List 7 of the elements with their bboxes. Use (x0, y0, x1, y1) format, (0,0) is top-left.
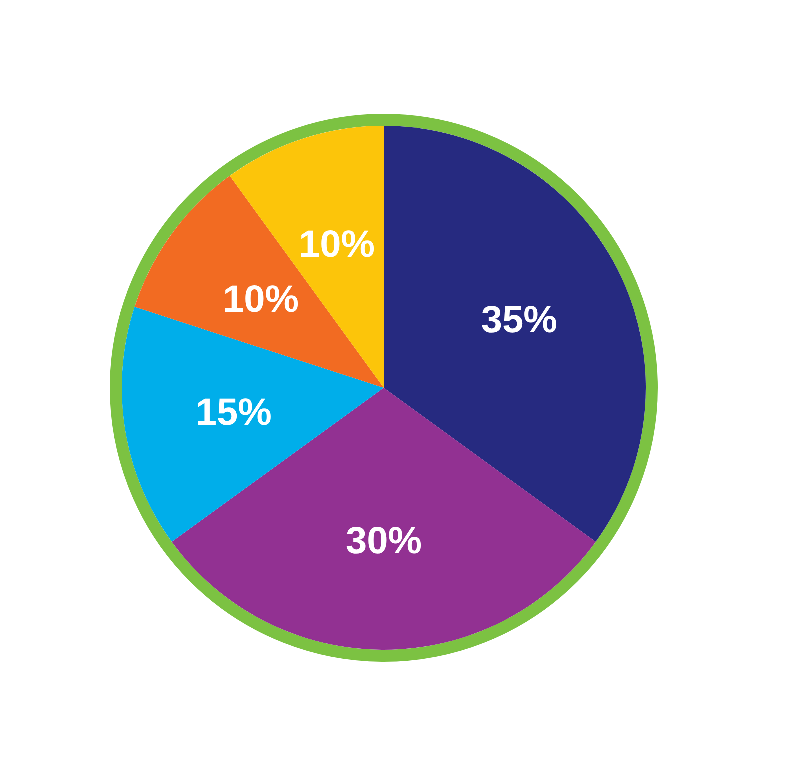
data-label: 10% (299, 224, 376, 266)
pie-slice (134, 176, 384, 388)
pie-slice (172, 388, 596, 650)
data-label: 15% (196, 392, 272, 434)
data-label: 30% (346, 520, 422, 562)
data-label: 10% (223, 278, 300, 321)
data-label: 35% (481, 299, 558, 342)
